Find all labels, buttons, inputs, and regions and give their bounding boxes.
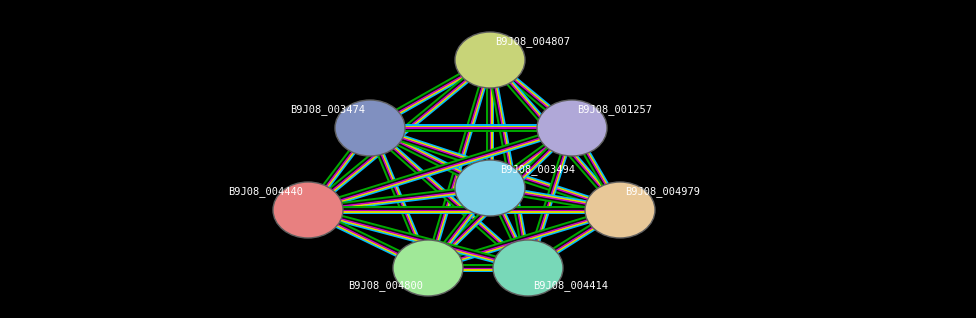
Text: B9J08_003494: B9J08_003494 [500, 164, 575, 176]
Ellipse shape [455, 32, 525, 88]
Text: B9J08_004979: B9J08_004979 [625, 187, 700, 197]
Text: B9J08_004800: B9J08_004800 [348, 280, 423, 292]
Ellipse shape [455, 160, 525, 216]
Text: B9J08_001257: B9J08_001257 [577, 105, 652, 115]
Ellipse shape [393, 240, 463, 296]
Text: B9J08_003474: B9J08_003474 [290, 105, 365, 115]
Text: B9J08_004440: B9J08_004440 [228, 187, 303, 197]
Text: B9J08_004807: B9J08_004807 [495, 37, 570, 47]
Text: B9J08_004414: B9J08_004414 [533, 280, 608, 292]
Ellipse shape [537, 100, 607, 156]
Ellipse shape [585, 182, 655, 238]
Ellipse shape [493, 240, 563, 296]
Ellipse shape [273, 182, 343, 238]
Ellipse shape [335, 100, 405, 156]
